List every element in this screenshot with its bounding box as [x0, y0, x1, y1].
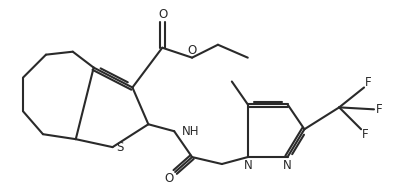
Text: F: F [365, 76, 371, 89]
Text: N: N [243, 159, 252, 171]
Text: F: F [362, 128, 368, 141]
Text: S: S [117, 141, 124, 154]
Text: F: F [376, 103, 382, 116]
Text: NH: NH [182, 125, 200, 138]
Text: O: O [165, 172, 174, 186]
Text: O: O [187, 44, 197, 57]
Text: N: N [283, 159, 292, 171]
Text: O: O [159, 8, 168, 21]
